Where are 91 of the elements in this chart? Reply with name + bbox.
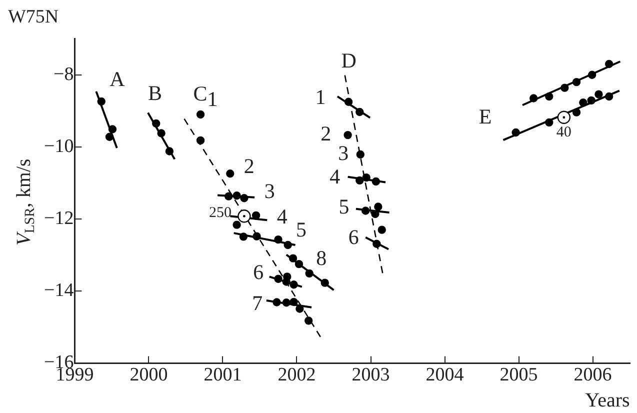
point (529, 94, 538, 102)
annotation: C (193, 81, 208, 106)
point (274, 274, 282, 283)
point (282, 278, 290, 286)
point (587, 96, 596, 105)
point (604, 92, 614, 101)
annotation: 40 (556, 124, 572, 140)
point (545, 92, 554, 101)
point (572, 78, 581, 86)
annotation: 5 (338, 194, 350, 218)
point (588, 70, 596, 79)
point (372, 177, 380, 186)
point (361, 206, 370, 215)
point (232, 220, 241, 229)
y-tick-label: −14 (44, 280, 74, 302)
point (579, 98, 588, 107)
annotation: 6 (253, 260, 264, 284)
point (290, 298, 298, 306)
point (232, 191, 241, 200)
point (296, 304, 304, 313)
annotation: 7 (252, 291, 263, 315)
annotation: 4 (330, 164, 341, 188)
y-tick-label: −12 (44, 208, 74, 230)
point (374, 202, 382, 211)
point (238, 210, 251, 223)
annotation: 2 (320, 122, 332, 146)
x-tick-label: 2004 (426, 364, 464, 386)
point (378, 226, 386, 234)
point (572, 108, 581, 116)
annotation: E (478, 104, 492, 129)
annotation: 1 (207, 87, 218, 112)
x-tick-label: 2003 (352, 364, 390, 386)
point (371, 210, 380, 218)
point (604, 60, 614, 68)
annotation: D (341, 48, 356, 73)
point (239, 232, 248, 241)
annotation: B (148, 81, 162, 106)
point (105, 132, 114, 141)
point (344, 98, 353, 106)
point (288, 254, 298, 262)
point (304, 316, 313, 325)
point (356, 176, 364, 185)
point (284, 240, 292, 250)
point (272, 298, 281, 306)
annotation: 3 (338, 141, 349, 166)
point (224, 192, 233, 200)
point (356, 108, 364, 116)
point (594, 90, 603, 98)
x-tick-label: 2005 (500, 364, 538, 386)
y-axis-title: VLSR, km/s (13, 158, 38, 246)
x-tick-label: 2000 (130, 364, 168, 386)
point (196, 110, 205, 119)
y-tick-label: −10 (44, 136, 74, 157)
x-tick-label: 2001 (204, 364, 242, 386)
point (356, 150, 364, 159)
point (344, 130, 352, 140)
chart-title: W75N (8, 6, 59, 28)
x-tick-label: 2006 (574, 364, 612, 386)
point (545, 118, 554, 127)
point (560, 84, 569, 92)
annotation: 4 (276, 204, 288, 229)
point (320, 278, 329, 287)
point (372, 240, 381, 248)
point (196, 136, 205, 145)
y-tick-label: −8 (53, 64, 74, 85)
point (274, 235, 282, 244)
point (512, 128, 520, 137)
annotation: 2 (244, 154, 254, 178)
point (152, 119, 160, 128)
x-axis-title: Years (585, 389, 630, 412)
point (252, 232, 261, 240)
x-tick-label: 2002 (278, 364, 316, 386)
annotation: 250 (208, 205, 232, 222)
annotation: 3 (264, 178, 275, 203)
point (108, 125, 117, 134)
annotation: 8 (316, 246, 327, 270)
point (97, 97, 106, 106)
annotation: A (110, 66, 126, 91)
point (294, 260, 304, 268)
point (240, 194, 248, 202)
point (282, 298, 290, 307)
point (362, 173, 370, 182)
point (157, 129, 166, 138)
annotation: 6 (348, 224, 359, 249)
point (226, 170, 234, 178)
annotation: 1 (315, 84, 326, 109)
point (305, 269, 314, 278)
annotation: 5 (296, 217, 307, 242)
point (290, 280, 298, 289)
point (557, 110, 571, 124)
point (165, 147, 174, 156)
